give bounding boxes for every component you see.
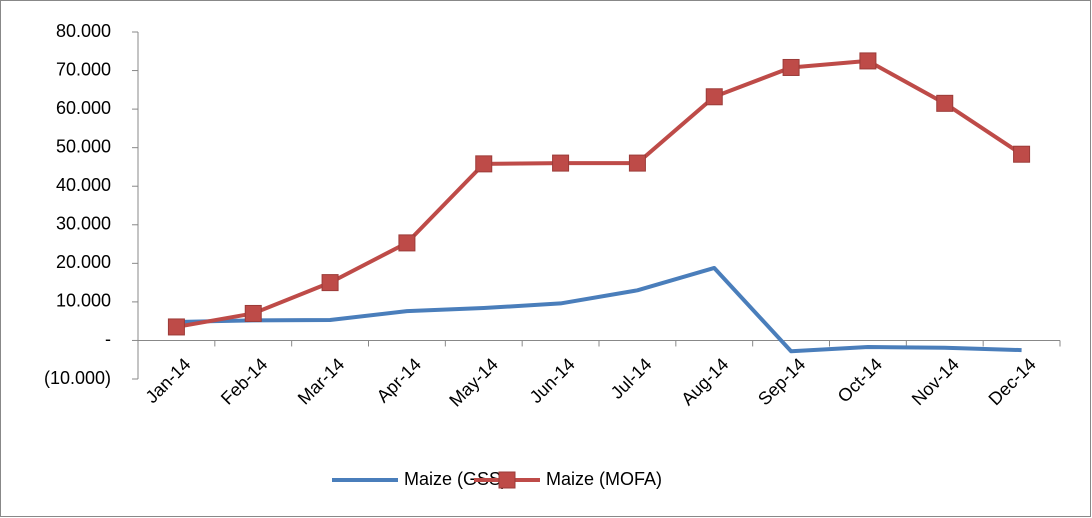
marker (552, 154, 570, 172)
marker (1013, 145, 1031, 163)
y-tick-label: 40.000 (56, 175, 111, 195)
marker (782, 58, 800, 76)
marker (475, 155, 493, 173)
legend-label: Maize (GSS) (404, 469, 507, 489)
y-tick-label: 20.000 (56, 252, 111, 272)
marker (859, 52, 877, 70)
series-line (176, 58, 1023, 329)
marker (321, 274, 339, 292)
y-tick-label: 60.000 (56, 98, 111, 118)
y-tick-label: - (105, 329, 111, 349)
marker (167, 318, 185, 336)
legend-marker (498, 471, 516, 489)
y-tick-label: 50.000 (56, 136, 111, 156)
legend-label: Maize (MOFA) (546, 469, 662, 489)
y-tick-label: 70.000 (56, 59, 111, 79)
y-tick-label: 80.000 (56, 21, 111, 41)
marker (398, 234, 416, 252)
marker (705, 88, 723, 106)
marker (936, 94, 954, 112)
series-line (176, 265, 1022, 354)
y-tick-label: 30.000 (56, 214, 111, 234)
marker (244, 304, 262, 322)
y-tick-label: 10.000 (56, 291, 111, 311)
marker (628, 154, 646, 172)
y-tick-label: (10.000) (44, 368, 111, 388)
